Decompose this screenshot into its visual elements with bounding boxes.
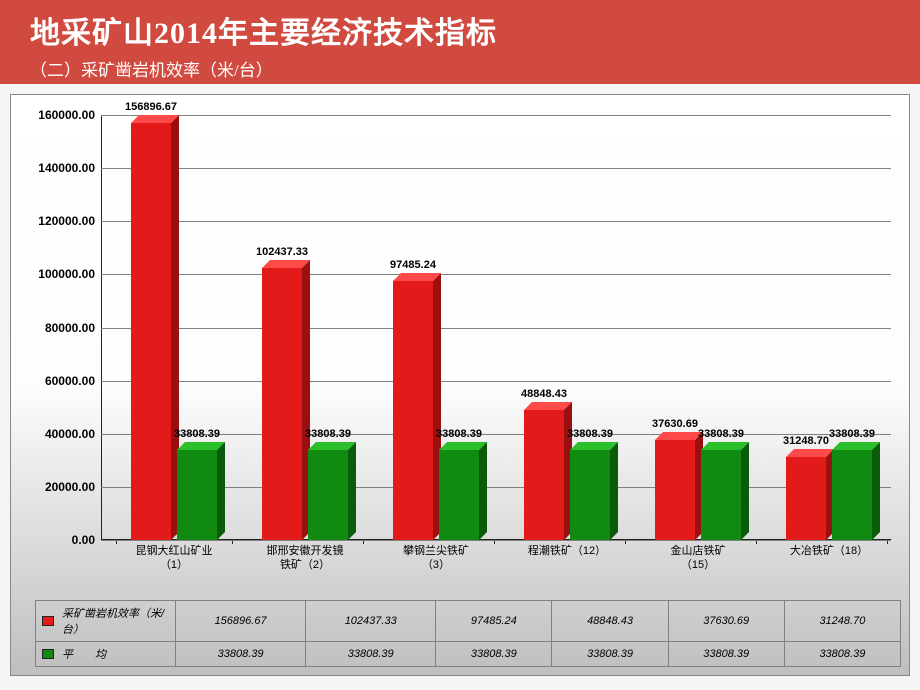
bar-front-face [439, 450, 479, 540]
bar-side-face [872, 442, 880, 540]
page-title: 地采矿山2014年主要经济技术指标 [30, 8, 890, 52]
category-label: 程潮铁矿（12） [514, 540, 620, 558]
gridline [101, 168, 891, 169]
bar: 33808.39 [701, 450, 741, 540]
bar: 33808.39 [308, 450, 348, 540]
series-name-2: 平 均 [62, 649, 106, 661]
table-cell: 156896.67 [176, 601, 306, 642]
table-cell: 97485.24 [436, 601, 552, 642]
bar-side-face [741, 442, 749, 540]
legend-swatch-series1 [42, 616, 54, 626]
bar: 48848.43 [524, 410, 564, 540]
bar-front-face [655, 440, 695, 540]
bar: 31248.70 [786, 457, 826, 540]
category-label: 昆钢大红山矿业（1） [121, 540, 227, 573]
bar-side-face [479, 442, 487, 540]
bar-front-face [524, 410, 564, 540]
bar-side-face [610, 442, 618, 540]
y-tick-label: 40000.00 [25, 427, 95, 441]
table-cell: 33808.39 [306, 642, 436, 667]
series-legend-cell: 平 均 [36, 642, 176, 667]
table-cell: 102437.33 [306, 601, 436, 642]
bar-value-label: 48848.43 [521, 388, 567, 400]
gridline [101, 115, 891, 116]
bar-value-label: 33808.39 [567, 428, 613, 440]
chart-container: 0.00 20000.00 40000.00 60000.00 80000.00 1000… [10, 94, 910, 676]
table-cell: 33808.39 [176, 642, 306, 667]
y-tick-label: 140000.00 [25, 161, 95, 175]
y-tick-label: 0.00 [25, 533, 95, 547]
bar-front-face [393, 281, 433, 540]
series-legend-cell: 采矿凿岩机效率（米/台） [36, 601, 176, 642]
gridline [101, 221, 891, 222]
category-label: 大冶铁矿（18） [776, 540, 882, 558]
table-cell: 33808.39 [668, 642, 784, 667]
y-tick-label: 60000.00 [25, 374, 95, 388]
bar-front-face [570, 450, 610, 540]
table-cell: 31248.70 [784, 601, 900, 642]
category-label: 攀钢兰尖铁矿（3） [383, 540, 489, 573]
bar-value-label: 156896.67 [125, 101, 177, 113]
bar-value-label: 33808.39 [829, 428, 875, 440]
bar-value-label: 31248.70 [783, 435, 829, 447]
bar: 33808.39 [832, 450, 872, 540]
page-subtitle: （二）采矿凿岩机效率（米/台） [30, 56, 890, 81]
table-cell: 33808.39 [784, 642, 900, 667]
bar: 102437.33 [262, 268, 302, 540]
y-tick-label: 80000.00 [25, 321, 95, 335]
bar: 97485.24 [393, 281, 433, 540]
bar-value-label: 33808.39 [305, 428, 351, 440]
bar-front-face [308, 450, 348, 540]
plot-area: 0.0020000.0040000.0060000.0080000.001000… [101, 115, 891, 540]
bar-front-face [131, 123, 171, 540]
gridline [101, 328, 891, 329]
gridline [101, 274, 891, 275]
bar-value-label: 37630.69 [652, 418, 698, 430]
bar-side-face [348, 442, 356, 540]
bar-side-face [217, 442, 225, 540]
bar-front-face [262, 268, 302, 540]
bar-front-face [701, 450, 741, 540]
category-label: 金山店铁矿（15） [645, 540, 751, 573]
table-cell: 33808.39 [436, 642, 552, 667]
bar-value-label: 97485.24 [390, 259, 436, 271]
table-row: 平 均 33808.39 33808.39 33808.39 33808.39 … [36, 642, 901, 667]
bar-value-label: 33808.39 [698, 428, 744, 440]
gridline [101, 381, 891, 382]
bar: 156896.67 [131, 123, 171, 540]
table-row: 采矿凿岩机效率（米/台） 156896.67 102437.33 97485.2… [36, 601, 901, 642]
legend-swatch-series2 [42, 649, 54, 659]
title-header: 地采矿山2014年主要经济技术指标 （二）采矿凿岩机效率（米/台） [0, 0, 920, 84]
y-tick-label: 100000.00 [25, 267, 95, 281]
data-table: 采矿凿岩机效率（米/台） 156896.67 102437.33 97485.2… [35, 600, 901, 667]
table-cell: 48848.43 [552, 601, 668, 642]
bar-value-label: 33808.39 [436, 428, 482, 440]
bar-value-label: 102437.33 [256, 246, 308, 258]
series-name-1: 采矿凿岩机效率（米/台） [62, 608, 164, 636]
bar-front-face [177, 450, 217, 540]
category-label: 邯邢安徽开发镜铁矿（2） [252, 540, 358, 573]
bar-front-face [786, 457, 826, 540]
bar-value-label: 33808.39 [174, 428, 220, 440]
bar-front-face [832, 450, 872, 540]
table-cell: 33808.39 [552, 642, 668, 667]
bar: 33808.39 [439, 450, 479, 540]
y-tick-label: 20000.00 [25, 480, 95, 494]
table-cell: 37630.69 [668, 601, 784, 642]
bar: 33808.39 [177, 450, 217, 540]
bar: 33808.39 [570, 450, 610, 540]
y-tick-label: 160000.00 [25, 108, 95, 122]
bar: 37630.69 [655, 440, 695, 540]
y-tick-label: 120000.00 [25, 214, 95, 228]
